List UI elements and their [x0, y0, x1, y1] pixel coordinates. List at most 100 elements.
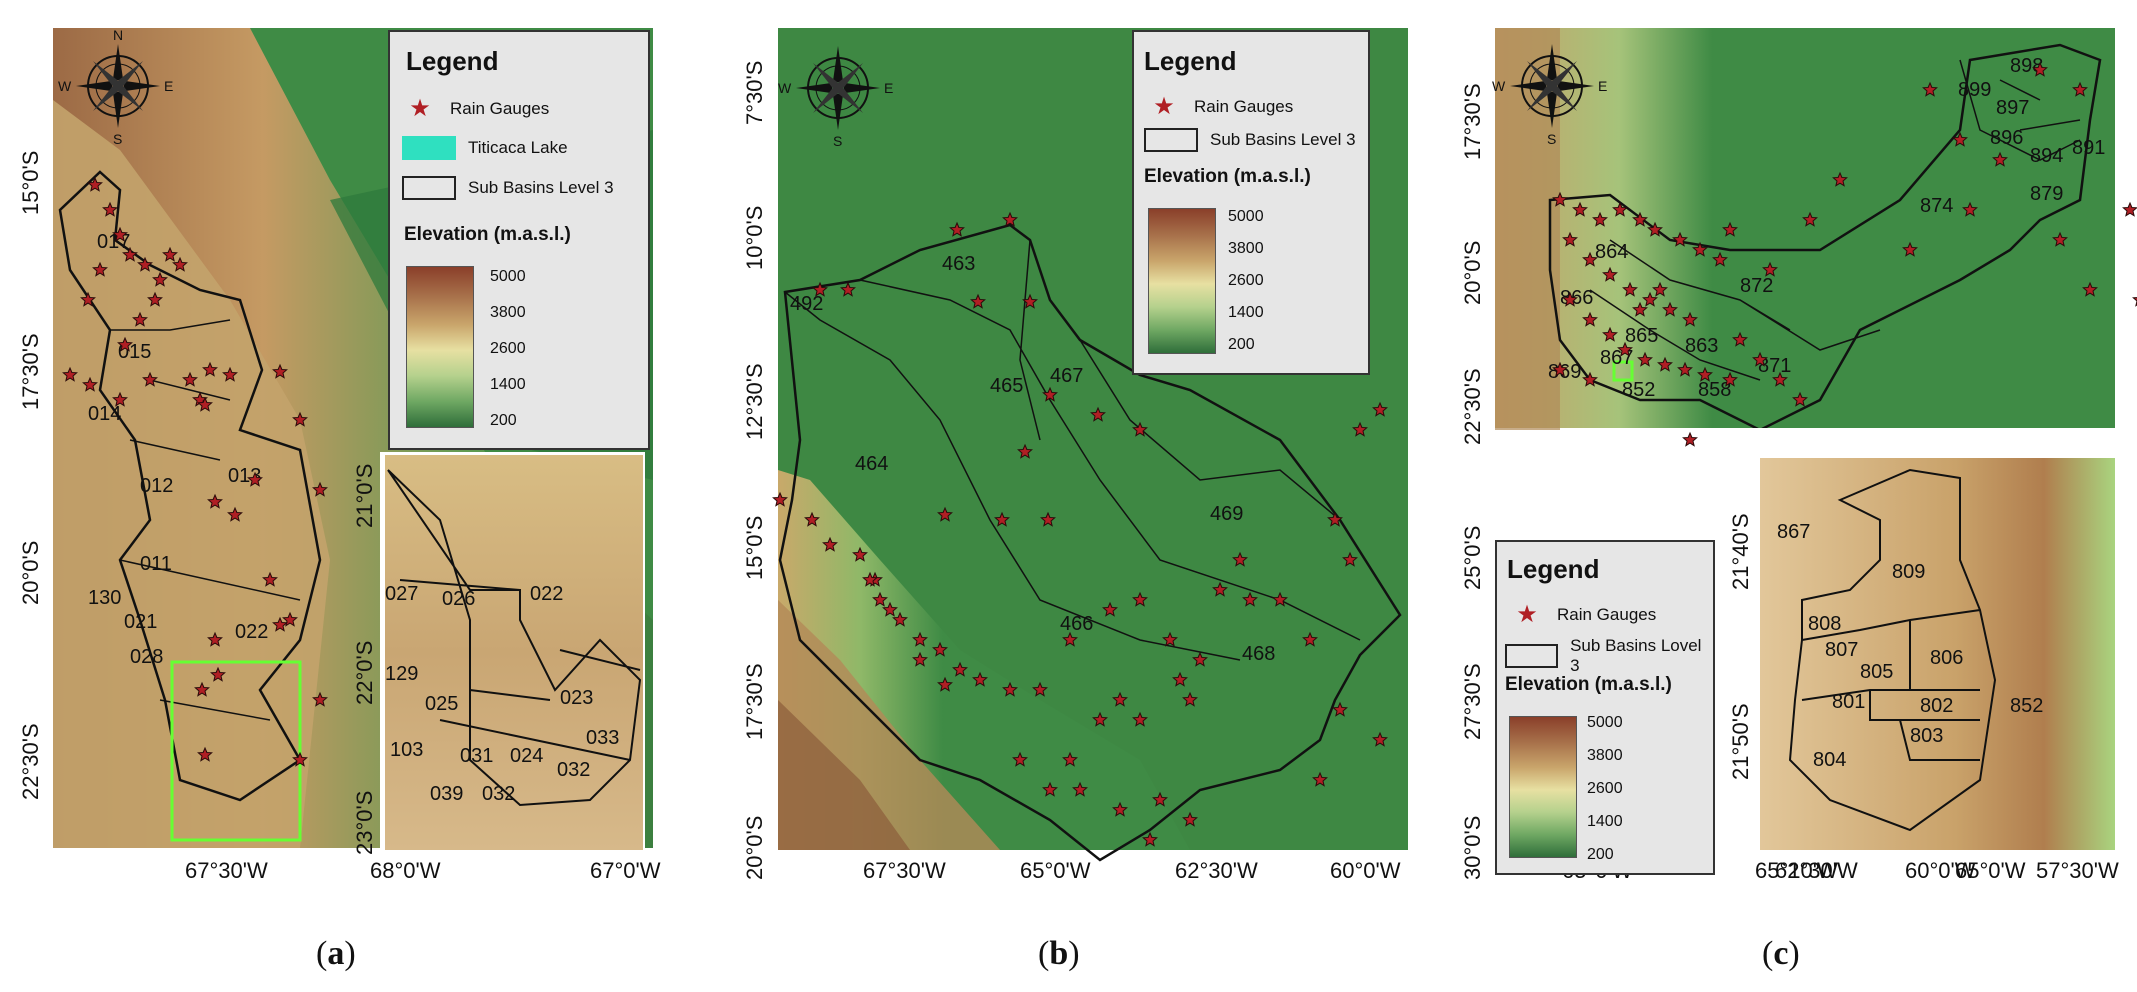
- lake-swatch-icon: [402, 136, 456, 160]
- lat-label: 27°30'S: [1460, 663, 1485, 740]
- rain-gauge-marker: [207, 631, 223, 647]
- rain-gauge-marker: [1632, 211, 1648, 227]
- subbasin-label: 022: [530, 583, 563, 605]
- rain-gauge-marker: [932, 641, 948, 657]
- rain-gauge-marker: [1132, 711, 1148, 727]
- subbasin-label: 492: [790, 293, 823, 315]
- subbasin-label: 869: [1548, 361, 1581, 383]
- rain-gauge-marker: [1152, 791, 1168, 807]
- lat-label: 21°40'S: [1728, 513, 1753, 590]
- lat-label: 23°0'S: [352, 791, 377, 855]
- subbasin-label: 858: [1698, 379, 1731, 401]
- legend-titicaca-lake: Titicaca Lake: [402, 136, 568, 160]
- legend-title: Legend: [1144, 46, 1237, 76]
- subbasin-label: 852: [2010, 695, 2043, 717]
- subbasin-label: 028: [130, 646, 163, 668]
- caption-b: (b): [1038, 935, 1080, 972]
- subbasin-labels-a: 017 015 014 012 013 011 130 021 028 022: [88, 231, 268, 668]
- inset-subbasins-c: [1788, 468, 1997, 832]
- ramp-label: 5000: [1228, 208, 1264, 225]
- legend-title: Legend: [406, 46, 499, 76]
- ramp-label: 1400: [1587, 813, 1623, 830]
- rain-gauge-marker: [1372, 731, 1388, 747]
- star-icon: ★: [409, 95, 431, 122]
- rain-gauge-marker: [1602, 326, 1618, 342]
- caption-c: (c): [1762, 935, 1800, 972]
- rain-gauge-marker: [804, 511, 820, 527]
- lat-label: 22°30'S: [18, 723, 43, 800]
- rain-gauge-marker: [1637, 351, 1653, 367]
- subbasin-label: 027: [385, 583, 418, 605]
- inset-area-box-a: [170, 660, 302, 842]
- rain-gauge-marker: [2082, 281, 2098, 297]
- rain-gauge-marker: [1062, 631, 1078, 647]
- rain-gauge-marker: [1712, 251, 1728, 267]
- rain-gauge-marker: [194, 681, 210, 697]
- lon-label: 65°0'W: [1020, 858, 1091, 883]
- rain-gauge-marker: [1562, 291, 1578, 307]
- svg-text:E: E: [1598, 78, 1607, 94]
- lat-label: 15°0'S: [742, 516, 767, 580]
- rain-gauge-marker: [82, 376, 98, 392]
- rain-gauge-marker: [1132, 591, 1148, 607]
- subbasin-label: 463: [942, 253, 975, 275]
- rain-gauge-marker: [1272, 591, 1288, 607]
- rain-gauge-marker: [852, 546, 868, 562]
- lon-label: 62°30'W: [1775, 858, 1858, 883]
- rain-gauge-marker: [312, 691, 328, 707]
- subbasin-label: 863: [1685, 335, 1718, 357]
- rain-gauge-marker: [87, 176, 103, 192]
- rain-gauge-marker: [1692, 241, 1708, 257]
- rain-gauge-marker: [812, 281, 828, 297]
- rain-gauge-marker: [162, 246, 178, 262]
- elevation-title: Elevation (m.a.s.l.): [1144, 166, 1311, 187]
- rain-gauge-marker: [1062, 751, 1078, 767]
- rain-gauge-marker: [1332, 701, 1348, 717]
- ramp-label: 2600: [1228, 272, 1264, 289]
- lat-label: 15°0'S: [18, 151, 43, 215]
- rain-gauge-marker: [202, 361, 218, 377]
- caption-a: (a): [316, 935, 356, 972]
- subbasin-label: 468: [1242, 643, 1275, 665]
- rain-gauge-marker: [1142, 831, 1158, 847]
- rain-gauge-marker: [1922, 81, 1938, 97]
- legend-c: Legend ★ Rain Gauges Sub Basins Lovel 3 …: [1495, 540, 1715, 875]
- rain-gauge-marker: [312, 481, 328, 497]
- lat-axis-b: 7°30'S 10°0'S 12°30'S 15°0'S 17°30'S 20°…: [742, 61, 767, 880]
- rain-gauge-marker: [912, 631, 928, 647]
- rain-gauge-marker: [1562, 231, 1578, 247]
- subbasin-label: 874: [1920, 195, 1953, 217]
- subbasin-label: 865: [1625, 325, 1658, 347]
- rain-gauge-marker: [1182, 691, 1198, 707]
- rain-gauge-marker: [1582, 311, 1598, 327]
- rain-gauge-marker: [1632, 301, 1648, 317]
- ramp-label: 3800: [1228, 240, 1264, 257]
- lon-label: 67°30'W: [863, 858, 946, 883]
- subbasin-label: 021: [124, 611, 157, 633]
- lat-label: 22°30'S: [1460, 368, 1485, 445]
- inset-subbasin-labels-c: 867 809 808 807 806 805 801 802 852 803 …: [1777, 521, 2043, 771]
- lon-label: 57°30'W: [2036, 858, 2119, 883]
- rain-gauge-marker: [2122, 201, 2137, 217]
- rain-gauge-marker: [152, 271, 168, 287]
- subbasin-label: 897: [1996, 97, 2029, 119]
- rain-gauge-marker: [1092, 711, 1108, 727]
- rain-gauge-marker: [1572, 201, 1588, 217]
- rain-gauge-marker: [882, 601, 898, 617]
- rain-gauge-marker: [112, 226, 128, 242]
- rain-gauge-marker: [247, 471, 263, 487]
- ramp-label: 200: [490, 412, 517, 429]
- rain-gauge-marker: [1212, 581, 1228, 597]
- subbasin-label: 802: [1920, 695, 1953, 717]
- rain-gauge-marker: [970, 293, 986, 309]
- rain-gauge-marker: [1612, 201, 1628, 217]
- rain-gauge-marker: [862, 571, 878, 587]
- rain-gauge-marker: [92, 261, 108, 277]
- rain-gauge-marker: [1002, 681, 1018, 697]
- rain-gauge-marker: [1112, 801, 1128, 817]
- rain-gauge-marker: [292, 411, 308, 427]
- subbasin-label: 872: [1740, 275, 1773, 297]
- star-icon: ★: [1153, 93, 1175, 120]
- rain-gauge-marker: [1072, 781, 1088, 797]
- rain-gauge-marker: [1677, 361, 1693, 377]
